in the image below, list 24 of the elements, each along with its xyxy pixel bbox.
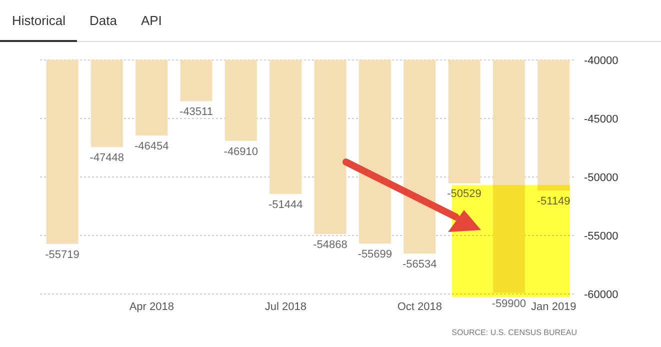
data-label: -54868 — [313, 238, 348, 251]
data-label: -51444 — [268, 198, 303, 211]
y-tick-label: -50000 — [584, 172, 618, 184]
text: Historical — [0, 0, 78, 42]
y-tick-label: -45000 — [584, 113, 618, 126]
x-tick-label: Jul 2018 — [264, 300, 306, 313]
x-tick-label: Oct 2018 — [397, 300, 442, 313]
data-label: -59900 — [492, 298, 526, 310]
data-label: -51149 — [536, 195, 570, 208]
source-note: SOURCE: U.S. CENSUS BUREAU — [452, 328, 577, 337]
x-tick-label: Apr 2018 — [129, 300, 174, 313]
y-tick-label: -60000 — [584, 288, 618, 301]
text: Data — [88, 12, 118, 30]
y-tick-label: -55000 — [584, 230, 618, 242]
data-label: -43511 — [180, 106, 213, 118]
x-tick-label: Jan 2019 — [531, 300, 576, 313]
data-label: -46910 — [224, 146, 258, 158]
text: API — [140, 12, 163, 30]
data-label: -55719 — [45, 248, 80, 261]
data-label: -46454 — [134, 140, 169, 153]
y-tick-label: -40000 — [584, 54, 618, 67]
data-label: -55699 — [358, 248, 392, 261]
data-label: -47448 — [90, 152, 124, 164]
data-label: -56534 — [402, 258, 437, 270]
